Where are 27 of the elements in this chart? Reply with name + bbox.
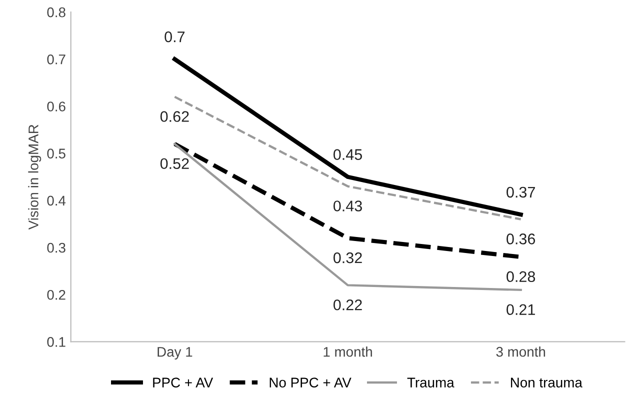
data-label: 0.36 — [506, 234, 536, 244]
y-tick-label: 0.2 — [47, 290, 66, 300]
data-label: 0.21 — [506, 304, 535, 316]
x-tick-label: 3 month — [496, 346, 546, 357]
data-label: 0.22 — [333, 299, 362, 310]
y-tick-label: 0.1 — [47, 337, 66, 347]
y-tick-label: 0.7 — [47, 54, 66, 64]
legend-label: PPC + AV — [153, 378, 214, 388]
x-tick-label: Day 1 — [158, 347, 192, 360]
y-tick-label: 0.8 — [47, 7, 66, 18]
legend-label: No PPC + AV — [270, 378, 352, 388]
y-tick-label: 0.4 — [47, 196, 66, 206]
data-label: 0.52 — [160, 158, 189, 170]
data-label: 0.37 — [506, 186, 535, 198]
data-label: 0.32 — [333, 252, 362, 264]
y-axis-title: Vision in logMAR — [28, 124, 42, 230]
data-label: 0.7 — [164, 31, 185, 42]
legend-label: Trauma — [407, 378, 454, 388]
y-tick-label: 0.3 — [47, 242, 66, 253]
data-label: 0.28 — [506, 271, 536, 282]
data-label: 0.45 — [333, 149, 362, 160]
data-label: 0.62 — [160, 111, 189, 122]
x-tick-label: 1 month — [324, 346, 372, 357]
y-tick-label: 0.6 — [47, 102, 66, 112]
data-label: 0.43 — [333, 200, 362, 212]
legend-label: Non trauma — [510, 378, 582, 388]
y-tick-label: 0.5 — [47, 148, 66, 159]
